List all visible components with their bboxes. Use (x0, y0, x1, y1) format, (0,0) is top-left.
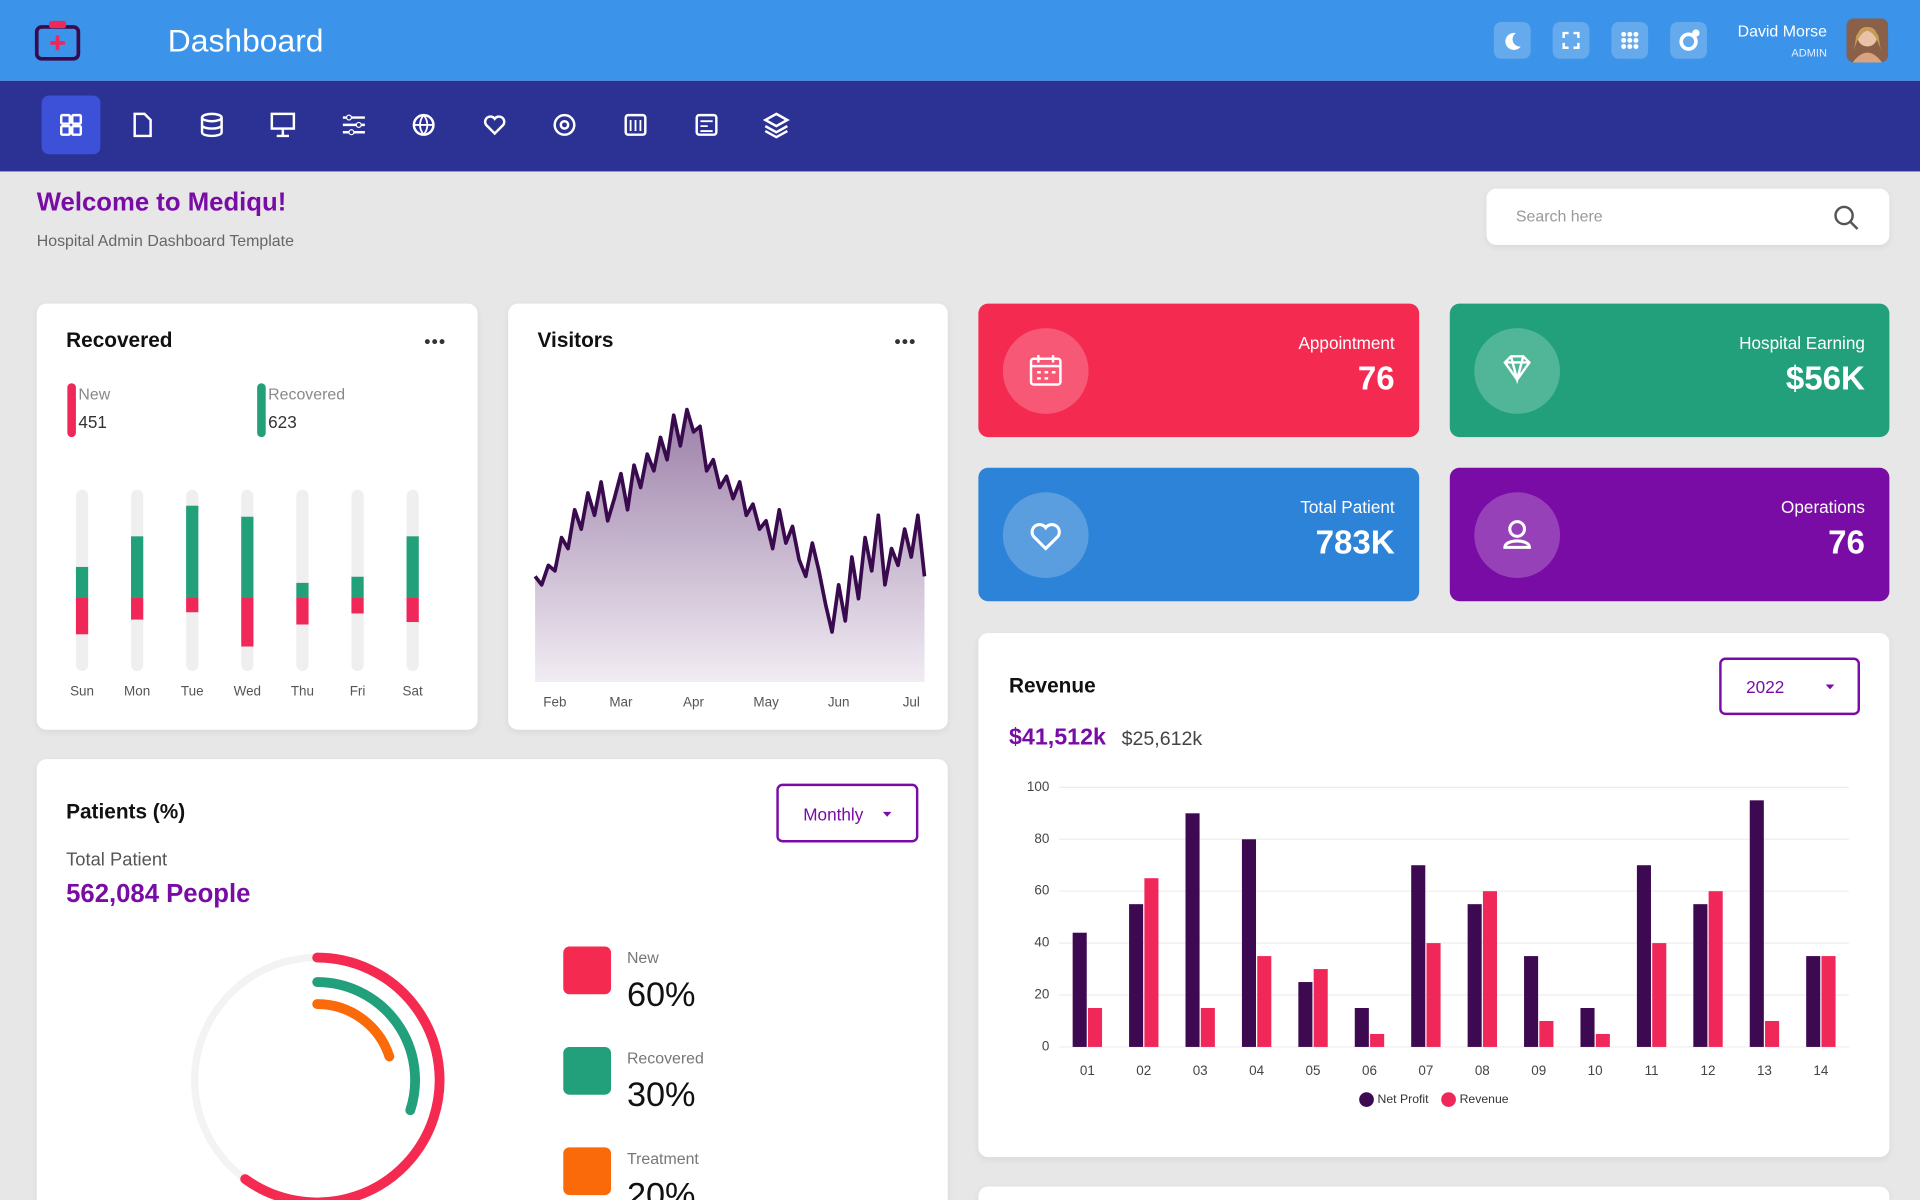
search-placeholder: Search here (1515, 206, 1603, 226)
period-dropdown-label: Monthly (803, 804, 864, 825)
nav-database[interactable] (182, 96, 241, 155)
stat-value: 76 (1357, 360, 1395, 397)
apps-button[interactable] (1611, 22, 1649, 59)
stat-card: Operations 76 (1449, 467, 1890, 602)
stat-value: $56K (1785, 360, 1865, 397)
fullscreen-button[interactable] (1552, 22, 1590, 59)
stat-label: Hospital Earning (1739, 333, 1865, 353)
year-dropdown[interactable]: 2022 (1719, 657, 1861, 716)
nav-presentation[interactable] (253, 96, 312, 155)
nav-dashboard[interactable] (41, 95, 101, 155)
nav-bar (0, 80, 1920, 172)
nav-documents[interactable] (113, 96, 172, 155)
stat-card: Hospital Earning $56K (1449, 303, 1890, 438)
user-name: David Morse (1737, 22, 1827, 41)
stat-label: Appointment (1298, 333, 1395, 353)
revenue-card (978, 633, 1890, 1158)
nav-calendar[interactable] (606, 96, 665, 155)
stat-label: Operations (1781, 497, 1865, 517)
stat-value: 783K (1315, 524, 1395, 561)
nav-favorites[interactable] (465, 96, 524, 155)
stat-icon (1474, 328, 1561, 414)
avatar[interactable] (1846, 18, 1889, 63)
user-role: ADMIN (1791, 46, 1827, 59)
stat-label: Total Patient (1300, 497, 1395, 517)
nav-support[interactable] (535, 96, 594, 155)
search-box[interactable]: Search here (1486, 188, 1890, 245)
settings-button[interactable] (1670, 22, 1707, 59)
nav-globe[interactable] (394, 96, 453, 155)
welcome-subtitle: Hospital Admin Dashboard Template (36, 231, 294, 250)
app-title: Dashboard (167, 22, 324, 59)
logo (34, 20, 81, 61)
period-dropdown[interactable]: Monthly (776, 783, 919, 843)
stat-icon (1474, 492, 1561, 578)
patients-card (36, 759, 948, 1200)
stat-value: 76 (1828, 524, 1865, 561)
top-bar (0, 0, 1920, 81)
welcome-title: Welcome to Mediqu! (36, 188, 287, 217)
search-icon[interactable] (1832, 203, 1861, 232)
stat-card: Total Patient 783K (978, 467, 1420, 602)
theme-button[interactable] (1493, 22, 1531, 59)
nav-layers[interactable] (747, 96, 806, 155)
recovered-card (36, 303, 478, 730)
stat-icon (1002, 492, 1089, 578)
stat-card: Appointment 76 (978, 303, 1420, 438)
nav-reports[interactable] (677, 96, 736, 155)
nav-filters[interactable] (324, 96, 383, 155)
year-dropdown-label: 2022 (1746, 677, 1785, 697)
bottom-card (978, 1186, 1890, 1200)
stat-icon (1002, 328, 1089, 414)
visitors-card (508, 303, 948, 730)
